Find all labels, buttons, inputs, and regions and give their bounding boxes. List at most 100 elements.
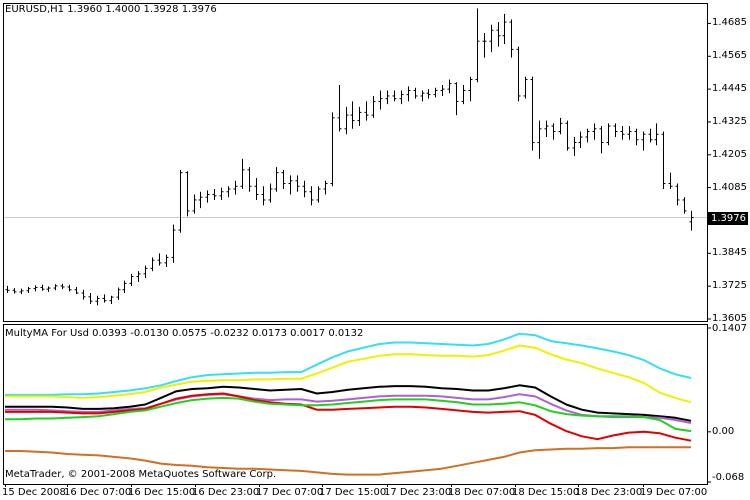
price-bar [233,180,238,195]
price-bar [268,183,273,203]
price-bar [544,120,549,137]
price-bar [627,126,632,140]
price-bar [26,286,31,293]
price-bar [606,123,611,146]
time-tick-label: 18 Dec 23:00 [575,487,643,498]
price-bar [572,137,577,157]
time-tick-label: 16 Dec 15:00 [128,487,196,498]
price-bar [496,22,501,47]
price-bar [385,90,390,105]
price-bar [136,271,141,283]
price-bar [661,131,666,189]
price-bar [67,284,72,292]
indicator-line-green [5,396,692,433]
price-bar [461,85,466,105]
indicator-tick-label: -0.068 [712,472,745,483]
price-bar [433,87,438,98]
price-bar [309,186,314,206]
price-bar [254,178,259,200]
price-bar [240,158,245,189]
price-bar [198,191,203,209]
indicator-line-black [5,384,692,422]
price-bar [302,180,307,198]
price-bar [364,101,369,121]
price-bar [426,89,431,99]
price-tick-label: 1.4685 [712,17,747,29]
price-tick-label: 1.3605 [712,313,747,324]
price-bar [551,123,556,140]
price-bar [88,293,93,304]
price-bar [530,76,535,151]
price-bar [682,197,687,214]
price-bar [399,90,404,105]
price-bar [475,8,480,83]
price-bar [102,294,107,303]
time-tick-label: 17 Dec 07:00 [256,487,324,498]
time-tick-label: 18 Dec 15:00 [512,487,580,498]
indicator-header: MultyMA For Usd 0.0393 -0.0130 0.0575 -0… [5,328,364,339]
price-bar [33,285,38,292]
indicator-line-violet [5,393,692,424]
price-bar [12,288,17,294]
current-price-label: 1.3976 [708,212,748,225]
time-tick-label: 15 Dec 2008 [2,487,66,498]
price-bar [40,284,45,291]
main-frame [3,3,708,322]
price-bar [357,106,362,127]
price-bar [413,87,418,99]
price-bar [641,131,646,151]
price-bar [350,101,355,129]
price-bar [226,186,231,198]
price-bar [468,76,473,102]
price-bar [281,169,286,189]
main-header: EURUSD,H1 1.3960 1.4000 1.3928 1.3976 [5,4,217,15]
price-bar [261,186,266,206]
copyright-text: MetaTrader, © 2001-2008 MetaQuotes Softw… [5,469,277,480]
price-bar [192,194,197,214]
price-bar [689,210,694,231]
price-bar [599,126,604,154]
price-bar [620,126,625,140]
price-bar [344,106,349,135]
price-bar [634,128,639,146]
price-bar [654,123,659,146]
price-tick-label: 1.4565 [712,50,747,62]
time-tick-label: 16 Dec 23:00 [192,487,260,498]
price-bar [109,295,114,304]
price-tick-label: 1.4085 [712,181,747,193]
price-bar [81,289,86,300]
indicator-frame [3,324,708,485]
price-bar [447,79,452,94]
price-bar [122,280,127,293]
price-bar [330,112,335,187]
indicator-line-orange [5,446,691,476]
price-bar [60,283,65,290]
price-bar [482,33,487,58]
price-bar [53,284,58,291]
price-bar [185,171,190,217]
price-bar [116,287,121,300]
price-bar [150,257,155,272]
price-bar [558,117,563,135]
price-bar [565,120,570,151]
price-bar [537,120,542,159]
price-bar [316,186,321,203]
price-bar [288,175,293,195]
tick-marks [5,22,711,487]
price-bar [219,187,224,200]
price-bar [247,167,252,192]
time-tick-label: 16 Dec 07:00 [64,487,132,498]
price-bar [295,175,300,192]
price-bar [509,19,514,58]
price-bar [420,90,425,102]
indicator-line-cyan [5,332,692,396]
price-bar [523,76,528,99]
price-bar [489,24,494,53]
price-bar [143,265,148,278]
price-bar [371,95,376,118]
price-bar [157,253,162,266]
price-bar [454,82,459,116]
price-tick-label: 1.4205 [712,148,747,160]
